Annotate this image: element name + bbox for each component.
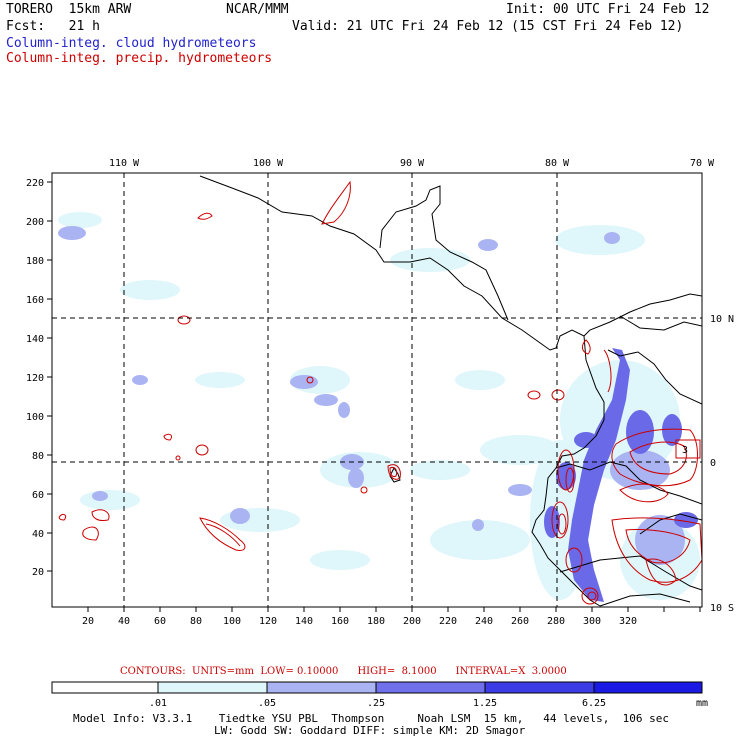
lon-label: 100 W — [253, 158, 284, 169]
y-axis-ticks — [47, 181, 52, 572]
y-tick: 160 — [26, 295, 44, 306]
x-tick: 100 — [223, 616, 241, 627]
color-bar-break: .01 — [149, 698, 167, 709]
x-tick: 140 — [295, 616, 313, 627]
color-bar-break: 1.25 — [473, 698, 497, 709]
model-info-line2: LW: Godd SW: Goddard DIFF: simple KM: 2D… — [214, 724, 526, 737]
forecast-hour: Fcst: 21 h — [6, 19, 100, 34]
color-bar-bin — [157, 681, 268, 694]
x-tick: 280 — [547, 616, 565, 627]
init-time: Init: 00 UTC Fri 24 Feb 12 — [506, 2, 710, 17]
field-precip-label: Column-integ. precip. hydrometeors — [6, 51, 273, 66]
y-tick: 100 — [26, 412, 44, 423]
y-tick-labels: 20 40 60 80 100 120 140 160 180 200 220 — [26, 178, 44, 578]
y-tick: 140 — [26, 334, 44, 345]
y-tick: 60 — [32, 490, 44, 501]
y-tick: 40 — [32, 529, 44, 540]
color-bar-bin — [484, 681, 595, 694]
x-tick: 320 — [619, 616, 637, 627]
color-bar-break: .05 — [258, 698, 276, 709]
lat-label: 0 — [710, 458, 716, 469]
color-bar — [51, 681, 703, 694]
x-tick: 20 — [82, 616, 94, 627]
x-tick: 240 — [475, 616, 493, 627]
color-bar-bin — [51, 681, 159, 694]
x-tick: 180 — [367, 616, 385, 627]
color-bar-break: 6.25 — [582, 698, 606, 709]
lon-label: 80 W — [545, 158, 570, 169]
color-bar-labels: .01 .05 .25 1.25 6.25 mm — [149, 698, 708, 709]
high-marker: 3 — [682, 445, 688, 456]
model-title: TORERO 15km ARW — [6, 2, 132, 17]
longitude-labels: 110 W 100 W 90 W 80 W 70 W — [109, 158, 715, 169]
lat-label: 10 S — [710, 603, 734, 614]
x-tick-labels: 20 40 60 80 100 120 140 160 180 200 220 … — [82, 616, 637, 627]
color-bar-unit: mm — [696, 698, 708, 709]
x-tick: 120 — [259, 616, 277, 627]
y-tick: 200 — [26, 217, 44, 228]
contours-info: CONTOURS: UNITS=mm LOW= 0.10000 HIGH= 8.… — [120, 666, 567, 677]
y-tick: 180 — [26, 256, 44, 267]
valid-time: Valid: 21 UTC Fri 24 Feb 12 (15 CST Fri … — [292, 19, 684, 34]
map-frame — [51, 172, 703, 608]
latitude-labels: 10 N 0 10 S — [710, 314, 734, 614]
y-tick: 120 — [26, 373, 44, 384]
cloud-shading-medium — [58, 226, 685, 565]
precip-contours — [58, 180, 702, 605]
x-tick: 40 — [118, 616, 130, 627]
lon-label: 70 W — [690, 158, 715, 169]
x-tick: 220 — [439, 616, 457, 627]
lon-label: 110 W — [109, 158, 140, 169]
color-bar-bin — [375, 681, 486, 694]
x-tick: 260 — [511, 616, 529, 627]
model-info-line1: Model Info: V3.3.1 Tiedtke YSU PBL Thomp… — [73, 712, 670, 725]
color-bar-bin — [593, 681, 703, 694]
x-tick: 80 — [190, 616, 202, 627]
lat-label: 10 N — [710, 314, 734, 325]
x-axis-ticks — [87, 607, 701, 612]
lon-label: 90 W — [400, 158, 425, 169]
color-bar-break: .25 — [367, 698, 385, 709]
y-tick: 220 — [26, 178, 44, 189]
x-tick: 160 — [331, 616, 349, 627]
x-tick: 60 — [154, 616, 166, 627]
x-tick: 200 — [403, 616, 421, 627]
y-tick: 20 — [32, 567, 44, 578]
latlon-grid — [52, 173, 702, 607]
org-label: NCAR/MMM — [226, 2, 289, 17]
y-tick: 80 — [32, 451, 44, 462]
color-bar-bin — [266, 681, 377, 694]
field-cloud-label: Column-integ. cloud hydrometeors — [6, 36, 257, 51]
x-tick: 300 — [583, 616, 601, 627]
